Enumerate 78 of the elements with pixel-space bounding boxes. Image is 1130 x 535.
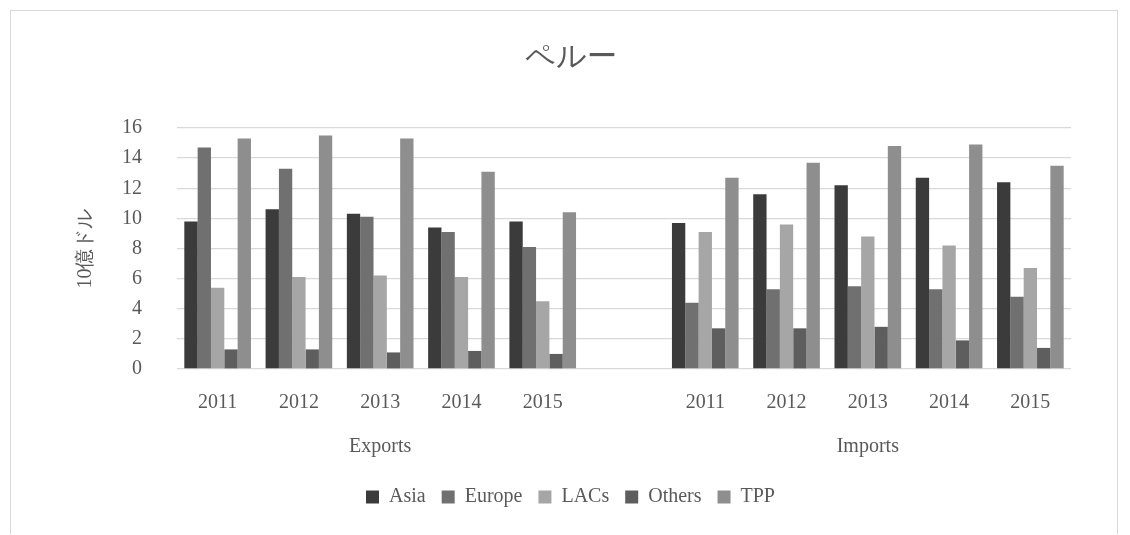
bar	[942, 245, 956, 369]
bar	[373, 275, 387, 369]
bar	[400, 138, 414, 369]
bar	[861, 236, 875, 369]
y-tick-label: 4	[132, 296, 142, 318]
x-tick-label: 2011	[685, 390, 725, 413]
bar	[671, 222, 686, 369]
x-tick-label: 2012	[766, 390, 807, 413]
y-tick-label: 14	[122, 145, 142, 168]
bar	[1037, 347, 1051, 369]
bar	[428, 227, 442, 369]
bar	[481, 171, 495, 369]
legend-label: LACs	[561, 484, 610, 507]
text: Exports	[349, 434, 412, 458]
bar	[698, 231, 712, 369]
bar	[360, 216, 374, 369]
bar	[847, 286, 862, 369]
bar	[753, 194, 767, 369]
bar	[265, 209, 279, 369]
x-tick-label: 2011	[198, 390, 238, 413]
x-tick-label: 2014	[441, 390, 482, 413]
bar	[997, 182, 1011, 369]
y-tick-label: 12	[122, 175, 142, 198]
bar	[766, 289, 780, 369]
bar	[468, 350, 482, 369]
y-axis-title: 10億ドル	[73, 208, 96, 289]
legend-label: TPP	[740, 484, 775, 507]
x-tick-label: 2015	[1010, 390, 1051, 413]
legend-label: Europe	[464, 484, 523, 508]
chart-title: ペルー	[524, 38, 617, 72]
y-tick-label: 16	[122, 115, 142, 138]
x-tick-label: 2014	[929, 390, 970, 413]
x-tick-label: 2015	[522, 390, 563, 413]
bar	[562, 212, 577, 369]
bar	[318, 135, 333, 369]
y-tick-label: 10	[122, 205, 142, 228]
y-tick-label: 0	[132, 356, 142, 379]
bar	[1050, 165, 1064, 369]
bar	[509, 221, 523, 369]
bar	[237, 138, 251, 369]
bar	[969, 144, 983, 369]
bar	[725, 177, 739, 369]
bar	[549, 353, 563, 369]
bar	[441, 231, 455, 369]
bar	[1023, 268, 1038, 369]
x-tick-label: 2013	[847, 390, 888, 413]
bar	[346, 213, 361, 369]
bar	[224, 349, 238, 369]
x-tick-label: 2013	[360, 390, 401, 413]
bar	[915, 177, 930, 369]
bar	[278, 168, 293, 369]
bar	[197, 147, 211, 369]
bar	[711, 328, 726, 369]
bar	[1010, 296, 1024, 369]
text: Imports	[836, 434, 900, 458]
bar	[929, 289, 943, 369]
bar	[685, 302, 699, 369]
bar	[210, 287, 225, 369]
bar	[806, 162, 820, 369]
y-tick-label: 6	[132, 265, 142, 288]
bar	[955, 340, 970, 369]
y-tick-label: 2	[132, 326, 142, 349]
bar	[386, 352, 401, 369]
bar	[454, 277, 469, 369]
bar	[305, 349, 319, 369]
bar	[184, 221, 198, 369]
legend-label: Asia	[389, 484, 426, 507]
bar	[874, 326, 888, 369]
bar	[834, 185, 848, 369]
bar	[887, 146, 902, 369]
legend-label: Others	[648, 484, 702, 507]
bar	[536, 301, 550, 369]
x-tick-label: 2012	[278, 390, 319, 413]
bar	[292, 277, 306, 369]
bar	[793, 328, 807, 369]
bar	[779, 224, 794, 369]
bar	[522, 246, 537, 369]
y-tick-label: 8	[132, 235, 142, 258]
